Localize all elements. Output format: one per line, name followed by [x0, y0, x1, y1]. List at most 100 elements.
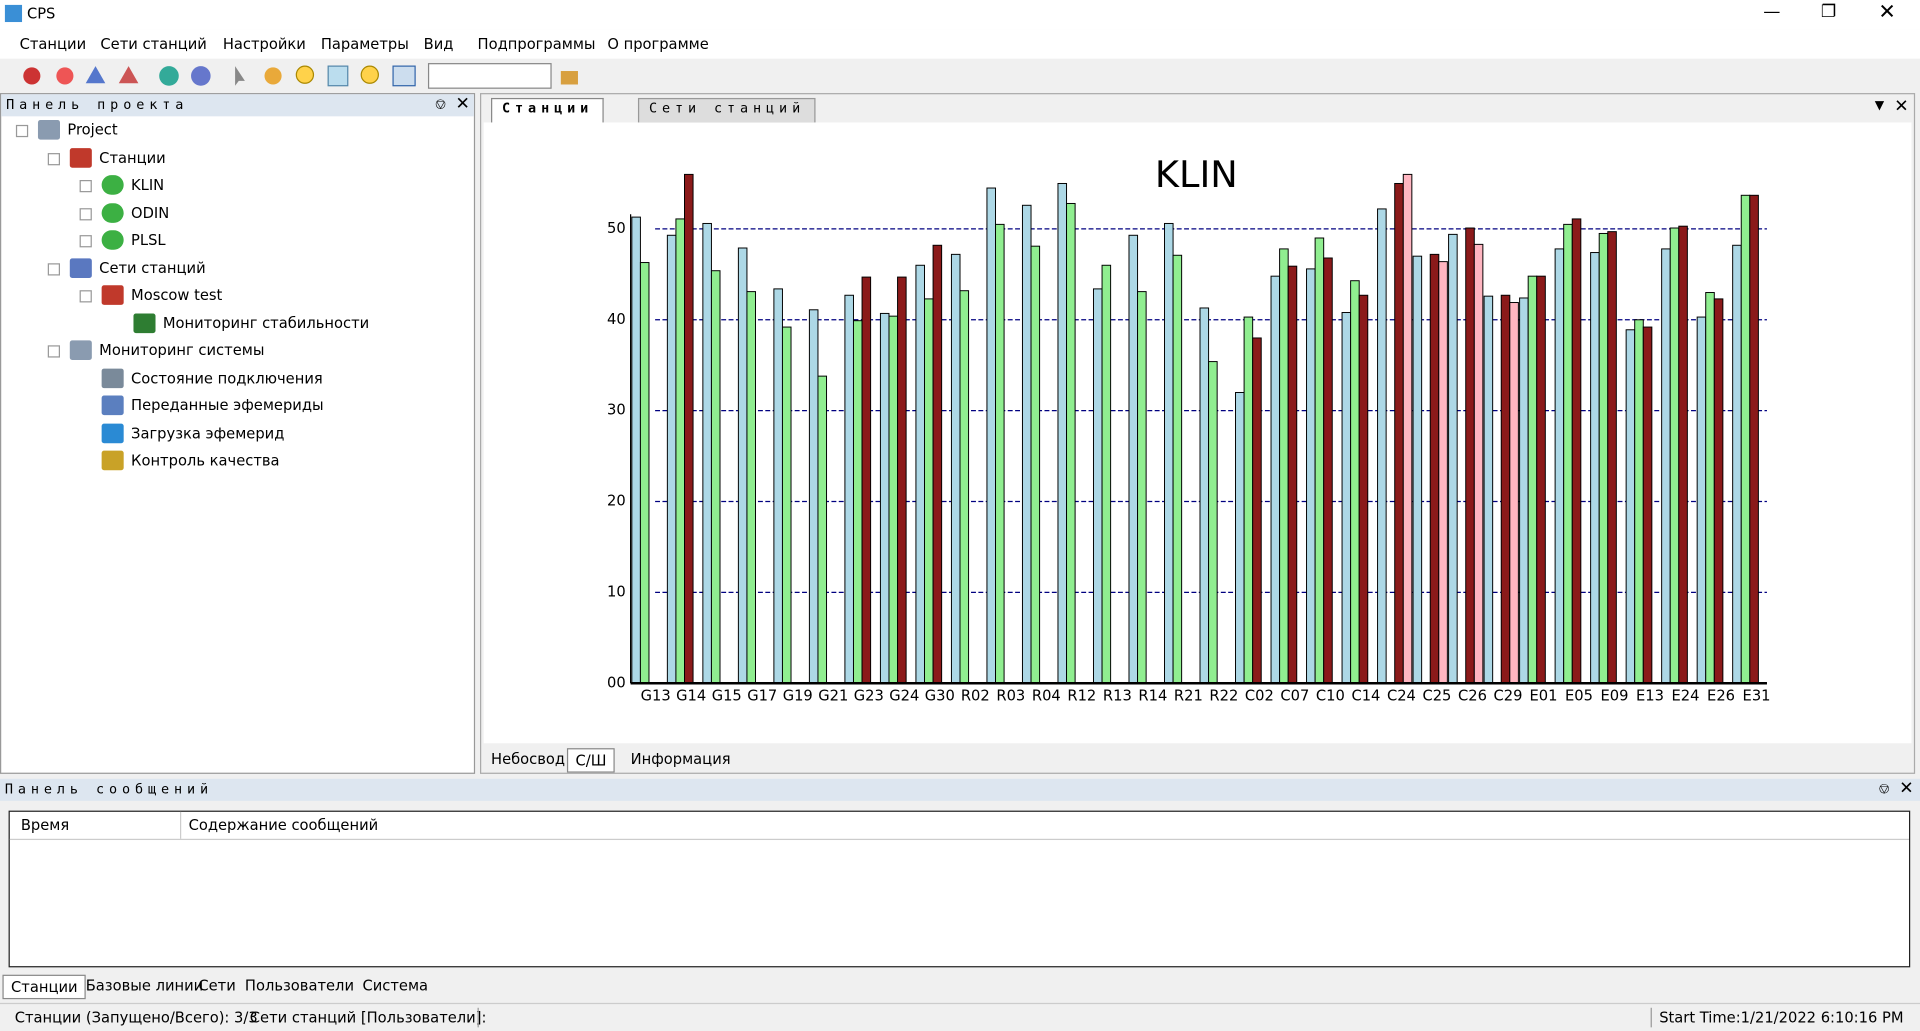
bar: [1625, 329, 1636, 684]
bar: [1571, 218, 1582, 684]
node-icon: [101, 450, 124, 471]
tree-node[interactable]: Сети станций: [1, 257, 466, 281]
menu-item[interactable]: Вид: [423, 35, 454, 53]
node-label[interactable]: Состояние подключения: [131, 369, 323, 387]
expander[interactable]: [79, 235, 92, 248]
expander[interactable]: [47, 152, 61, 165]
node-label[interactable]: Moscow test: [131, 286, 223, 304]
column-header[interactable]: Время: [20, 816, 70, 834]
tree-node[interactable]: Состояние подключения: [1, 367, 466, 391]
tab[interactable]: Информация: [630, 750, 731, 768]
bar: [1057, 182, 1068, 684]
search-box[interactable]: [427, 63, 552, 89]
tab[interactable]: Небосвод: [491, 750, 566, 768]
doc-tab[interactable]: Сети станций: [637, 97, 817, 124]
tree-node[interactable]: Переданные эфемериды: [1, 394, 466, 418]
tool-pointer[interactable]: [235, 66, 245, 86]
tool-lock[interactable]: [560, 71, 578, 85]
node-label[interactable]: Project: [67, 121, 118, 139]
tab[interactable]: Пользователи: [244, 977, 355, 995]
node-label[interactable]: KLIN: [131, 176, 165, 194]
bar: [888, 315, 899, 684]
tree-node[interactable]: ODIN: [1, 201, 466, 225]
tree-node[interactable]: Мониторинг системы: [1, 339, 466, 363]
bar: [1208, 361, 1218, 684]
bar: [986, 187, 997, 684]
node-label[interactable]: Переданные эфемериды: [131, 396, 324, 414]
bar: [781, 326, 792, 684]
expander[interactable]: [47, 262, 61, 275]
expander[interactable]: [15, 124, 29, 138]
doc-close[interactable]: ✕: [1894, 96, 1909, 117]
column-header[interactable]: Содержание сообщений: [188, 816, 379, 834]
tool-start[interactable]: [159, 66, 179, 86]
tool-zoom-fit[interactable]: [327, 65, 349, 87]
pin-button[interactable]: ⎊: [1878, 780, 1891, 798]
expander[interactable]: [79, 180, 92, 193]
chart-title: KLIN: [1155, 153, 1238, 196]
tab[interactable]: С/Ш: [566, 748, 616, 773]
expander[interactable]: [47, 345, 61, 358]
tree-node[interactable]: Moscow test: [1, 284, 466, 308]
menu-item[interactable]: Станции: [19, 35, 87, 53]
node-label[interactable]: ODIN: [131, 203, 170, 222]
node-label[interactable]: Мониторинг системы: [99, 341, 265, 359]
node-icon: [101, 175, 124, 195]
menu-item[interactable]: Подпрограммы: [477, 35, 596, 53]
tool-net[interactable]: [85, 66, 106, 84]
bar: [897, 276, 907, 684]
tree-node[interactable]: PLSL: [1, 229, 466, 253]
tree-node[interactable]: KLIN: [1, 174, 466, 198]
bar: [1243, 316, 1254, 684]
tool-pan[interactable]: [264, 67, 282, 85]
tool-remove[interactable]: [56, 67, 74, 85]
tab[interactable]: Система: [362, 977, 429, 995]
x-tick-label: R02: [961, 688, 990, 705]
tab[interactable]: Сети: [198, 977, 236, 995]
bar: [666, 234, 677, 684]
panel-close[interactable]: ✕: [1899, 778, 1914, 799]
tree-node[interactable]: Загрузка эфемерид: [1, 422, 466, 446]
node-label[interactable]: Сети станций: [99, 258, 206, 277]
bar: [675, 218, 685, 684]
tree-node[interactable]: Project: [1, 119, 466, 143]
node-label[interactable]: Загрузка эфемерид: [131, 424, 285, 442]
expander[interactable]: [79, 207, 92, 220]
menu-item[interactable]: О программе: [607, 35, 709, 53]
node-label[interactable]: Мониторинг стабильности: [162, 314, 370, 332]
tool-zoom-in[interactable]: [295, 65, 315, 84]
bar: [746, 291, 757, 684]
bar: [1527, 275, 1538, 684]
y-tick-label: 20: [607, 493, 626, 510]
menu-item[interactable]: Настройки: [222, 35, 306, 53]
close-button[interactable]: ✕: [1878, 0, 1896, 25]
tab[interactable]: Станции: [2, 974, 87, 1000]
tree-node[interactable]: Станции: [1, 146, 466, 170]
tab[interactable]: Базовые линии: [85, 977, 204, 995]
x-tick-label: G17: [747, 688, 777, 705]
tab-menu[interactable]: ▼: [1874, 99, 1885, 113]
node-icon: [133, 312, 156, 333]
panel-close[interactable]: ✕: [455, 94, 470, 114]
message-table: Время Содержание сообщений: [8, 810, 1911, 968]
expander[interactable]: [79, 290, 92, 303]
tree-node[interactable]: Мониторинг стабильности: [1, 312, 466, 336]
chart: KLIN 00 10 20 30 40 50 G13 G14 G15 G17 G19 G21 G23 G24…: [483, 122, 1912, 744]
node-label[interactable]: PLSL: [131, 231, 166, 249]
minimize-button[interactable]: —: [1763, 2, 1781, 23]
tool-net-remove[interactable]: [118, 66, 139, 84]
restore-button[interactable]: ❐: [1820, 2, 1837, 23]
bar: [1536, 275, 1546, 684]
pin-button[interactable]: ⎊: [434, 95, 447, 113]
menu-item[interactable]: Параметры: [320, 35, 409, 53]
tool-select[interactable]: [392, 65, 416, 87]
doc-tab[interactable]: Станции: [491, 97, 605, 124]
x-tick-label: C02: [1245, 688, 1274, 705]
tool-add[interactable]: [23, 67, 41, 85]
tool-zoom-out[interactable]: [360, 65, 379, 84]
node-label[interactable]: Станции: [99, 148, 166, 166]
tool-stop[interactable]: [191, 66, 211, 86]
node-label[interactable]: Контроль качества: [131, 451, 280, 469]
tree-node[interactable]: Контроль качества: [1, 449, 466, 473]
menu-item[interactable]: Сети станций: [100, 35, 207, 53]
